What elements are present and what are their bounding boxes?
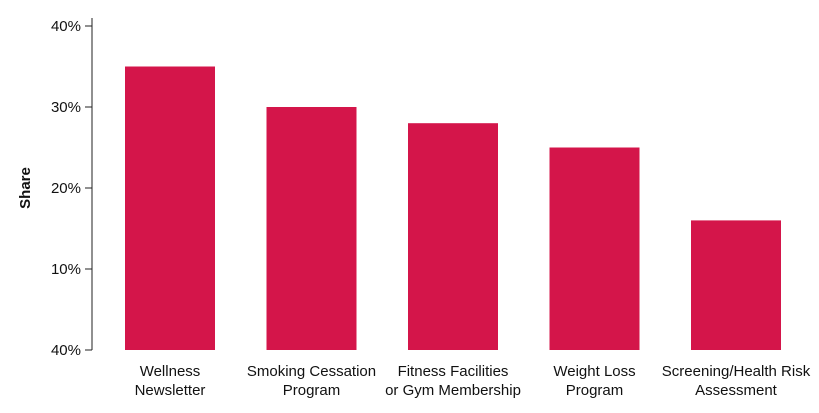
x-category-label: Wellness Newsletter: [135, 363, 206, 399]
bar: [549, 147, 640, 350]
bar: [125, 66, 215, 350]
x-category-label-line: Assessment: [695, 382, 778, 399]
x-category-label: Fitness Facilities or Gym Membership: [385, 363, 521, 399]
y-tick-label: 20%: [51, 180, 81, 197]
y-axis: 40% 10% 20% 30% 40%: [51, 18, 93, 359]
x-category-label: Smoking Cessation Program: [247, 363, 376, 399]
x-category-label-line: Screening/Health Risk: [662, 363, 811, 380]
x-category-label: Weight Loss Program: [553, 363, 635, 399]
bar: [691, 220, 781, 350]
bars: [125, 66, 781, 350]
x-category-label: Screening/Health Risk Assessment: [662, 363, 811, 399]
x-category-label-line: or Gym Membership: [385, 382, 521, 399]
x-category-label-line: Program: [566, 382, 624, 399]
x-category-label-line: Program: [283, 382, 341, 399]
y-tick-label: 30%: [51, 99, 81, 116]
y-tick-label: 40%: [51, 342, 81, 359]
y-tick-label: 40%: [51, 18, 81, 35]
x-axis-labels: Wellness Newsletter Smoking Cessation Progr…: [135, 363, 811, 399]
x-category-label-line: Fitness Facilities: [398, 363, 509, 380]
bar: [408, 123, 498, 350]
y-axis-title: Share: [17, 167, 34, 209]
y-tick-label: 10%: [51, 261, 81, 278]
x-category-label-line: Wellness: [140, 363, 201, 380]
x-category-label-line: Newsletter: [135, 382, 206, 399]
x-category-label-line: Weight Loss: [553, 363, 635, 380]
x-category-label-line: Smoking Cessation: [247, 363, 376, 380]
bar: [266, 107, 357, 350]
